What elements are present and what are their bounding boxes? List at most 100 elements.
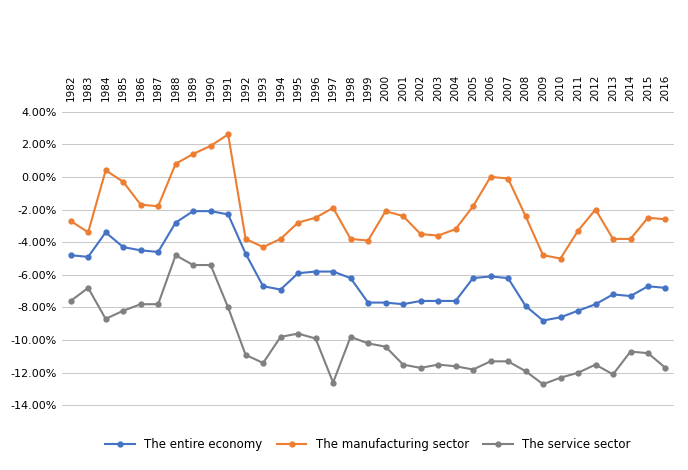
The manufacturing sector: [67, 218, 75, 224]
The service sector: [329, 380, 337, 385]
The service sector: [171, 252, 180, 258]
The service sector: [504, 359, 512, 364]
The manufacturing sector: [574, 228, 582, 234]
The entire economy: [609, 291, 617, 297]
The service sector: [102, 316, 110, 322]
The manufacturing sector: [224, 132, 233, 137]
The manufacturing sector: [329, 205, 337, 211]
The manufacturing sector: [381, 208, 389, 214]
The entire economy: [469, 275, 477, 281]
The entire economy: [171, 220, 180, 226]
The service sector: [609, 372, 617, 377]
The manufacturing sector: [364, 238, 372, 243]
The manufacturing sector: [399, 213, 407, 219]
The service sector: [67, 298, 75, 304]
The service sector: [241, 352, 250, 358]
The entire economy: [557, 314, 565, 320]
The manufacturing sector: [626, 236, 634, 242]
The manufacturing sector: [154, 204, 162, 209]
The entire economy: [522, 303, 530, 309]
The manufacturing sector: [451, 226, 460, 232]
The entire economy: [486, 274, 495, 279]
The manufacturing sector: [136, 202, 144, 207]
The service sector: [539, 381, 547, 387]
The entire economy: [644, 283, 652, 289]
The entire economy: [102, 229, 110, 235]
The service sector: [364, 341, 372, 346]
The entire economy: [119, 244, 127, 250]
The entire economy: [592, 301, 600, 307]
The service sector: [277, 334, 285, 340]
The manufacturing sector: [486, 174, 495, 180]
The entire economy: [136, 248, 144, 253]
The manufacturing sector: [102, 167, 110, 173]
The service sector: [661, 365, 669, 371]
The manufacturing sector: [171, 161, 180, 167]
The entire economy: [451, 298, 460, 304]
The service sector: [469, 367, 477, 372]
The manufacturing sector: [84, 229, 92, 235]
The service sector: [206, 262, 215, 268]
The entire economy: [206, 208, 215, 214]
The service sector: [189, 262, 197, 268]
The manufacturing sector: [119, 179, 127, 185]
The entire economy: [416, 298, 424, 304]
The service sector: [259, 360, 267, 366]
The entire economy: [277, 287, 285, 292]
The entire economy: [67, 252, 75, 258]
The service sector: [592, 362, 600, 368]
The manufacturing sector: [522, 213, 530, 219]
The entire economy: [224, 212, 233, 217]
The entire economy: [539, 318, 547, 323]
The entire economy: [381, 300, 389, 306]
The service sector: [522, 368, 530, 374]
The entire economy: [84, 254, 92, 260]
The entire economy: [294, 270, 302, 276]
The entire economy: [312, 269, 320, 274]
The service sector: [416, 365, 424, 371]
The manufacturing sector: [592, 207, 600, 212]
The manufacturing sector: [189, 151, 197, 157]
The service sector: [312, 336, 320, 341]
The service sector: [626, 349, 634, 354]
The service sector: [119, 308, 127, 313]
The manufacturing sector: [609, 236, 617, 242]
The manufacturing sector: [539, 252, 547, 258]
The entire economy: [154, 249, 162, 255]
The service sector: [557, 375, 565, 381]
The manufacturing sector: [504, 176, 512, 181]
The manufacturing sector: [312, 215, 320, 220]
The entire economy: [504, 275, 512, 281]
The service sector: [224, 305, 233, 310]
The manufacturing sector: [206, 143, 215, 149]
Line: The service sector: The service sector: [68, 253, 668, 387]
The entire economy: [364, 300, 372, 306]
The service sector: [136, 301, 144, 307]
The entire economy: [189, 208, 197, 214]
The manufacturing sector: [661, 217, 669, 222]
The service sector: [451, 363, 460, 369]
Legend: The entire economy, The manufacturing sector, The service sector: The entire economy, The manufacturing se…: [100, 432, 636, 457]
The entire economy: [626, 293, 634, 299]
The entire economy: [661, 285, 669, 291]
The manufacturing sector: [644, 215, 652, 220]
The manufacturing sector: [434, 233, 442, 238]
The entire economy: [259, 283, 267, 289]
The service sector: [574, 370, 582, 376]
The service sector: [294, 331, 302, 337]
Line: The entire economy: The entire economy: [68, 209, 668, 323]
The manufacturing sector: [347, 236, 355, 242]
The service sector: [154, 301, 162, 307]
The service sector: [84, 285, 92, 291]
The entire economy: [574, 308, 582, 313]
The entire economy: [347, 275, 355, 281]
The service sector: [399, 362, 407, 368]
The manufacturing sector: [259, 244, 267, 250]
The entire economy: [434, 298, 442, 304]
The service sector: [381, 344, 389, 350]
The service sector: [644, 350, 652, 356]
The entire economy: [241, 251, 250, 257]
The service sector: [486, 359, 495, 364]
The manufacturing sector: [277, 236, 285, 242]
The manufacturing sector: [294, 220, 302, 226]
